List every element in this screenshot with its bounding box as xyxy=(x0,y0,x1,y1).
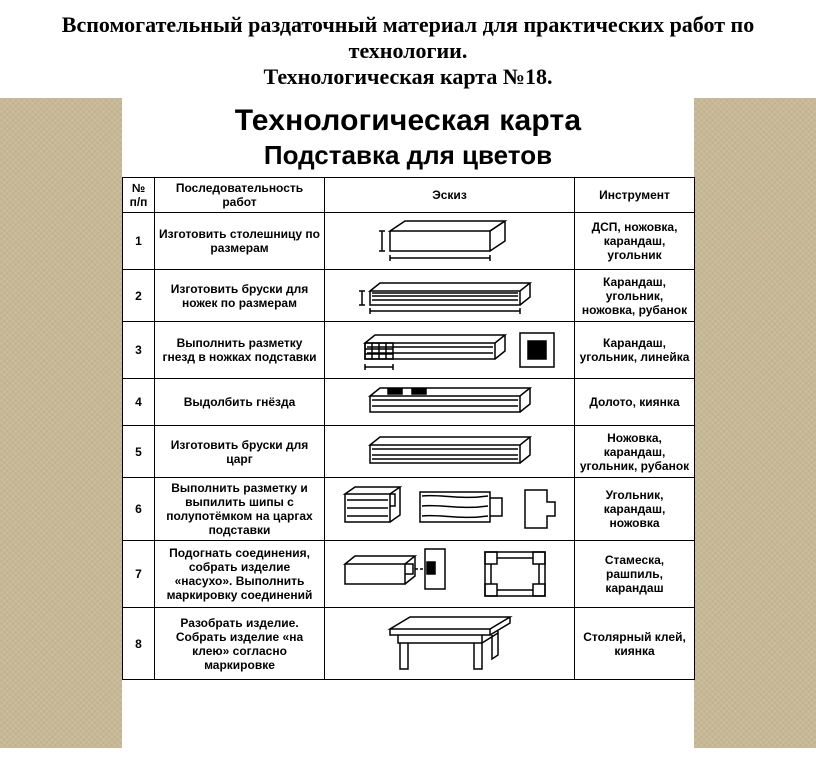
cell-num: 3 xyxy=(123,322,155,379)
table-row: 2 Изготовить бруски для ножек по размера… xyxy=(123,270,695,322)
sketch-tenon-icon xyxy=(335,482,565,537)
texture-right xyxy=(694,98,816,748)
cell-seq: Подогнать соединения, собрать изделие «н… xyxy=(155,541,325,608)
card-subtitle: Подставка для цветов xyxy=(122,138,694,177)
table-row: 6 Выполнить разметку и выпилить шипы с п… xyxy=(123,478,695,541)
cell-num: 2 xyxy=(123,270,155,322)
sketch-slab-icon xyxy=(370,216,530,266)
cell-sketch xyxy=(325,426,575,478)
tech-card: Технологическая карта Подставка для цвет… xyxy=(122,98,694,680)
col-num: № п/п xyxy=(123,178,155,213)
cell-seq: Изготовить столешницу по размерам xyxy=(155,213,325,270)
cell-sketch xyxy=(325,322,575,379)
col-sketch: Эскиз xyxy=(325,178,575,213)
cell-tool: Карандаш, угольник, линейка xyxy=(575,322,695,379)
canvas-area: Технологическая карта Подставка для цвет… xyxy=(0,98,816,748)
sketch-bar2-icon xyxy=(350,429,550,474)
cell-tool: Стамеска, рашпиль, карандаш xyxy=(575,541,695,608)
cell-num: 1 xyxy=(123,213,155,270)
table-row: 5 Изготовить бруски для царг xyxy=(123,426,695,478)
cell-num: 4 xyxy=(123,379,155,426)
page-header: Вспомогательный раздаточный материал для… xyxy=(0,0,816,98)
cell-sketch xyxy=(325,213,575,270)
table-row: 7 Подогнать соединения, собрать изделие … xyxy=(123,541,695,608)
sketch-mortise-icon xyxy=(350,382,550,422)
cell-sketch xyxy=(325,478,575,541)
sketch-assembly-icon xyxy=(335,544,565,604)
cell-sketch xyxy=(325,270,575,322)
cell-seq: Разобрать изделие. Собрать изделие «на к… xyxy=(155,608,325,680)
texture-left xyxy=(0,98,122,748)
table-row: 3 Выполнить разметку гнезд в ножках подс… xyxy=(123,322,695,379)
cell-num: 8 xyxy=(123,608,155,680)
header-line-2: Технологическая карта №18. xyxy=(40,64,776,90)
cell-sketch xyxy=(325,608,575,680)
table-row: 1 Изготовить столешницу по размерам xyxy=(123,213,695,270)
cell-num: 5 xyxy=(123,426,155,478)
header-line-1: Вспомогательный раздаточный материал для… xyxy=(40,12,776,64)
cell-seq: Выдолбить гнёзда xyxy=(155,379,325,426)
cell-seq: Изготовить бруски для царг xyxy=(155,426,325,478)
table-row: 4 Выдолбить гнёзда xyxy=(123,379,695,426)
sketch-bar-icon xyxy=(350,273,550,318)
cell-tool: Угольник, карандаш, ножовка xyxy=(575,478,695,541)
cell-num: 6 xyxy=(123,478,155,541)
cell-tool: ДСП, ножовка, карандаш, угольник xyxy=(575,213,695,270)
tech-table: № п/п Последовательность работ Эскиз Инс… xyxy=(122,177,695,680)
sketch-table-icon xyxy=(370,611,530,676)
col-seq: Последовательность работ xyxy=(155,178,325,213)
card-title: Технологическая карта xyxy=(122,98,694,138)
col-tool: Инструмент xyxy=(575,178,695,213)
cell-tool: Столярный клей, киянка xyxy=(575,608,695,680)
cell-sketch xyxy=(325,379,575,426)
sketch-markout-icon xyxy=(335,325,565,375)
cell-seq: Выполнить разметку и выпилить шипы с пол… xyxy=(155,478,325,541)
cell-num: 7 xyxy=(123,541,155,608)
table-header-row: № п/п Последовательность работ Эскиз Инс… xyxy=(123,178,695,213)
cell-tool: Долото, киянка xyxy=(575,379,695,426)
cell-seq: Изготовить бруски для ножек по размерам xyxy=(155,270,325,322)
table-row: 8 Разобрать изделие. Собрать изделие «на… xyxy=(123,608,695,680)
cell-tool: Ножовка, карандаш, угольник, рубанок xyxy=(575,426,695,478)
cell-sketch xyxy=(325,541,575,608)
cell-seq: Выполнить разметку гнезд в ножках подста… xyxy=(155,322,325,379)
cell-tool: Карандаш, угольник, ножовка, рубанок xyxy=(575,270,695,322)
